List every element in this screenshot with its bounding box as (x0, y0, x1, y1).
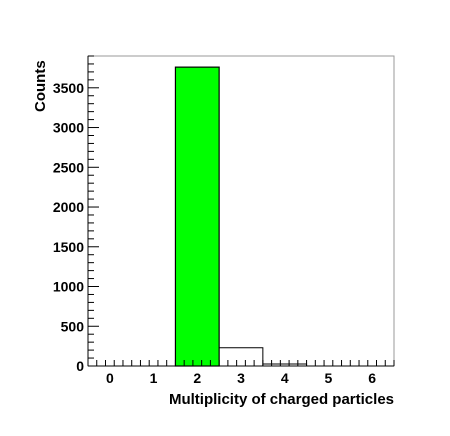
y-tick-label: 3500 (53, 80, 84, 96)
tick-labels-group: 0 1 2 3 4 5 6 0 500 1000 1500 2000 2500 3000 3500 (53, 80, 376, 386)
x-tick-label: 4 (281, 370, 289, 386)
x-tick-label: 1 (150, 370, 158, 386)
y-tick-label: 3000 (53, 120, 84, 136)
y-tick-label: 2000 (53, 199, 84, 215)
x-tick-label: 3 (237, 370, 245, 386)
bar-bin-3 (219, 347, 264, 366)
y-tick-label: 1500 (53, 239, 84, 255)
x-tick-label: 2 (193, 370, 201, 386)
y-tick-label: 0 (76, 358, 84, 374)
y-tick-label: 1000 (53, 279, 84, 295)
x-tick-label: 5 (325, 370, 333, 386)
axes-group (87, 55, 395, 367)
y-axis-title: Counts (32, 60, 49, 112)
x-tick-label: 0 (106, 370, 114, 386)
x-tick-label: 6 (368, 370, 376, 386)
x-axis-title: Multiplicity of charged particles (169, 391, 394, 408)
bars-group (174, 66, 308, 367)
y-tick-label: 2500 (53, 159, 84, 175)
y-tick-label: 500 (61, 318, 85, 334)
plot-frame (87, 55, 395, 367)
bar-bin-2 (174, 66, 220, 367)
